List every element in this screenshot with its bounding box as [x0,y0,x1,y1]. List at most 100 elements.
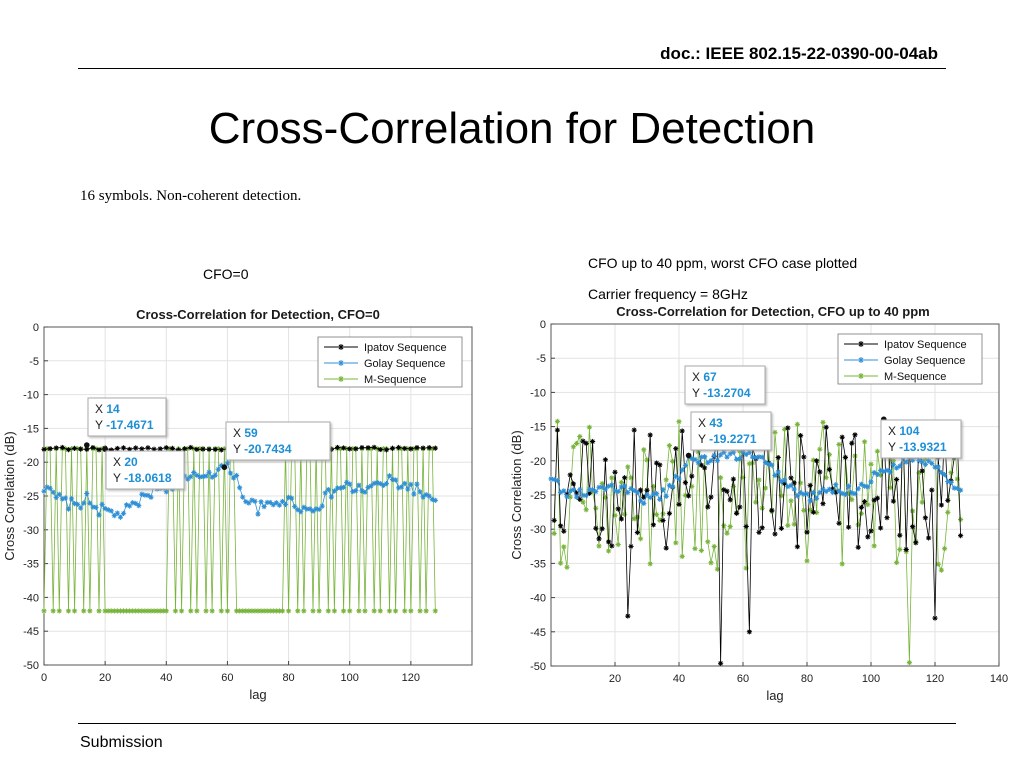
data-point [887,484,893,491]
data-point [782,426,788,432]
data-point [846,490,852,497]
data-point [794,544,800,550]
data-point [826,486,832,492]
data-point [96,608,102,614]
data-point [666,442,672,449]
data-point [163,608,169,614]
data-point [551,476,557,483]
data-point [558,560,564,566]
data-point [775,472,781,478]
data-point [111,513,117,519]
data-point [916,458,922,464]
data-point [337,485,344,491]
data-point [133,500,139,507]
data-point [948,470,954,476]
data-point [548,476,554,482]
data-point [276,502,282,508]
data-point [123,608,130,614]
data-point [641,500,647,507]
data-point [47,446,53,452]
data-point [157,446,163,452]
data-tip-x: X 67 [692,370,717,384]
data-point [705,539,711,545]
data-point [628,475,634,481]
data-point [676,476,682,482]
data-point [654,511,660,518]
data-point [593,489,599,495]
data-point [574,494,580,500]
legend-label: Ipatov Sequence [364,342,447,354]
data-tip-box [105,450,185,490]
data-point [396,444,402,451]
data-point [564,494,570,500]
data-point [708,560,714,566]
y-axis-label: Cross Correlation (dB) [2,431,17,560]
data-point [654,491,660,497]
data-point [718,660,724,666]
data-point [334,485,341,491]
data-point [188,444,194,451]
data-point [341,484,347,490]
data-point [743,565,749,571]
right-chart-note-cfo: CFO up to 40 ppm, worst CFO case plotted [588,255,858,271]
data-point [423,492,429,498]
data-point [823,488,829,495]
data-point [958,516,964,523]
data-tip-x: X 104 [888,424,920,438]
data-point [858,373,864,379]
data-point [817,489,823,495]
data-point [117,514,124,520]
data-point [759,505,765,511]
data-point [868,461,874,467]
data-point [246,500,252,506]
data-point [708,458,714,464]
data-point [759,454,765,460]
data-point [78,505,84,511]
data-point [788,482,794,489]
x-tick-label: 140 [990,673,1008,685]
data-point [798,432,804,439]
data-point [567,488,573,494]
data-point [276,608,282,614]
data-point [654,460,660,466]
data-point [362,608,368,614]
data-tip: X 20 Y -18.0618 [102,446,185,490]
data-point [750,454,756,460]
data-point [650,522,656,528]
data-point [820,501,826,507]
data-tip-box [87,397,167,437]
data-point [313,506,319,512]
data-point [365,445,371,451]
data-point [185,446,191,452]
data-point [50,489,56,495]
data-point [730,483,736,489]
data-point [650,483,656,490]
data-point [695,460,701,466]
data-point [721,523,727,529]
data-point [558,523,564,529]
data-point [105,608,111,614]
data-point [399,446,405,452]
data-point [724,530,730,536]
data-point [212,472,218,478]
data-point [175,447,182,453]
data-point [586,490,592,496]
data-tip-y: Y -19.2271 [698,432,757,446]
data-point [221,446,227,452]
data-point [583,440,589,446]
data-point [68,496,75,502]
data-point [341,608,347,614]
data-point [609,543,615,549]
data-point [163,489,169,495]
data-point [785,425,791,431]
data-point [279,608,286,614]
data-point [634,514,640,520]
data-point [417,608,423,614]
data-point [737,504,743,510]
x-tick-label: 20 [609,673,621,685]
y-tick-label: -30 [530,524,546,536]
data-point [81,500,87,506]
data-point [711,452,717,458]
data-point [136,503,142,509]
data-point [631,516,637,522]
